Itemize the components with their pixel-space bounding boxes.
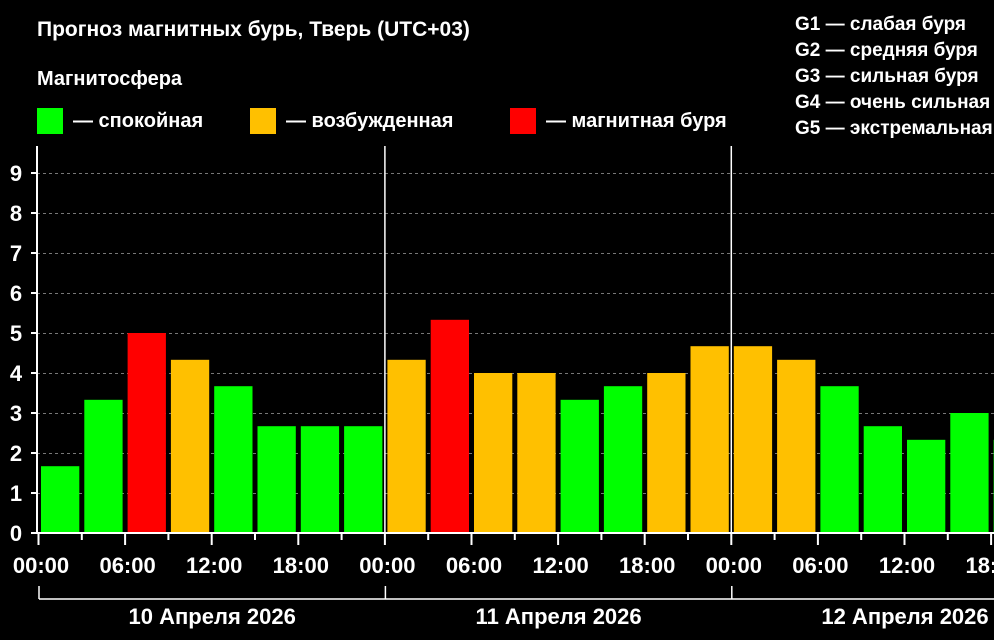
y-tick-label: 1: [10, 481, 22, 506]
x-tick-label: 12:00: [186, 553, 242, 578]
x-tick-label: 12:00: [532, 553, 588, 578]
bar: [907, 439, 946, 533]
legend-label-storm: — магнитная буря: [546, 109, 727, 132]
bar: [560, 399, 599, 533]
x-tick-label: 00:00: [13, 553, 69, 578]
y-tick-label: 9: [10, 161, 22, 186]
legend-swatch-calm: [37, 108, 63, 134]
bar: [603, 386, 643, 533]
x-tick-label: 06:00: [792, 553, 848, 578]
y-tick-label: 8: [10, 201, 22, 226]
x-tick-label: 18:00: [273, 553, 329, 578]
day-label: 10 Апреля 2026: [129, 604, 296, 629]
legend-label-calm: — спокойная: [73, 109, 204, 132]
y-tick-label: 2: [10, 441, 22, 466]
y-tick-label: 0: [10, 521, 22, 546]
x-tick-label: 18:00: [619, 553, 675, 578]
g-scale-list: G1 — слабая буря G2 — средняя буря G3 — …: [795, 12, 994, 142]
bar: [214, 386, 253, 533]
bar: [41, 466, 80, 533]
day-label: 12 Апреля 2026: [821, 604, 988, 629]
g-scale-item: G4 — очень сильная буря: [795, 92, 994, 113]
bar: [127, 333, 166, 533]
x-tick-label: 00:00: [359, 553, 415, 578]
legend-item-excited: — возбужденная: [250, 108, 453, 134]
bar: [777, 359, 816, 533]
y-tick-label: 6: [10, 281, 22, 306]
g-scale-item: G5 — экстремальная буря: [795, 118, 994, 139]
legend-label-excited: — возбужденная: [286, 109, 454, 132]
bar: [950, 413, 989, 533]
bar: [300, 426, 340, 533]
legend-swatch-storm: [510, 108, 536, 134]
g-scale-item: G2 — средняя буря: [795, 40, 978, 61]
bar: [517, 373, 556, 533]
bar: [474, 373, 513, 533]
x-tick-label: 18:00: [965, 553, 994, 578]
x-tick-label: 12:00: [879, 553, 935, 578]
bar: [733, 346, 773, 533]
bar: [647, 373, 686, 533]
bar: [863, 426, 902, 533]
bar: [84, 399, 123, 533]
day-label: 11 Апреля 2026: [476, 604, 642, 629]
g-scale-item: G3 — сильная буря: [795, 66, 979, 87]
y-tick-label: 4: [10, 361, 23, 386]
bar: [690, 346, 729, 533]
x-tick-label: 00:00: [706, 553, 762, 578]
bar: [820, 386, 859, 533]
chart-title: Прогноз магнитных бурь, Тверь (UTC+03): [37, 18, 470, 41]
legend-item-calm: — спокойная: [37, 108, 203, 134]
y-tick-label: 7: [10, 241, 22, 266]
y-tick-label: 3: [10, 401, 22, 426]
chart-subtitle: Магнитосфера: [37, 68, 183, 90]
bar: [344, 426, 383, 533]
legend-swatch-excited: [250, 108, 276, 134]
y-tick-label: 5: [10, 321, 22, 346]
legend-item-storm: — магнитная буря: [510, 108, 727, 134]
x-tick-label: 06:00: [446, 553, 502, 578]
x-tick-label: 06:00: [99, 553, 155, 578]
bar: [387, 359, 426, 533]
bar: [257, 426, 296, 533]
g-scale-item: G1 — слабая буря: [795, 14, 967, 35]
bar: [170, 359, 210, 533]
bar: [430, 319, 469, 533]
